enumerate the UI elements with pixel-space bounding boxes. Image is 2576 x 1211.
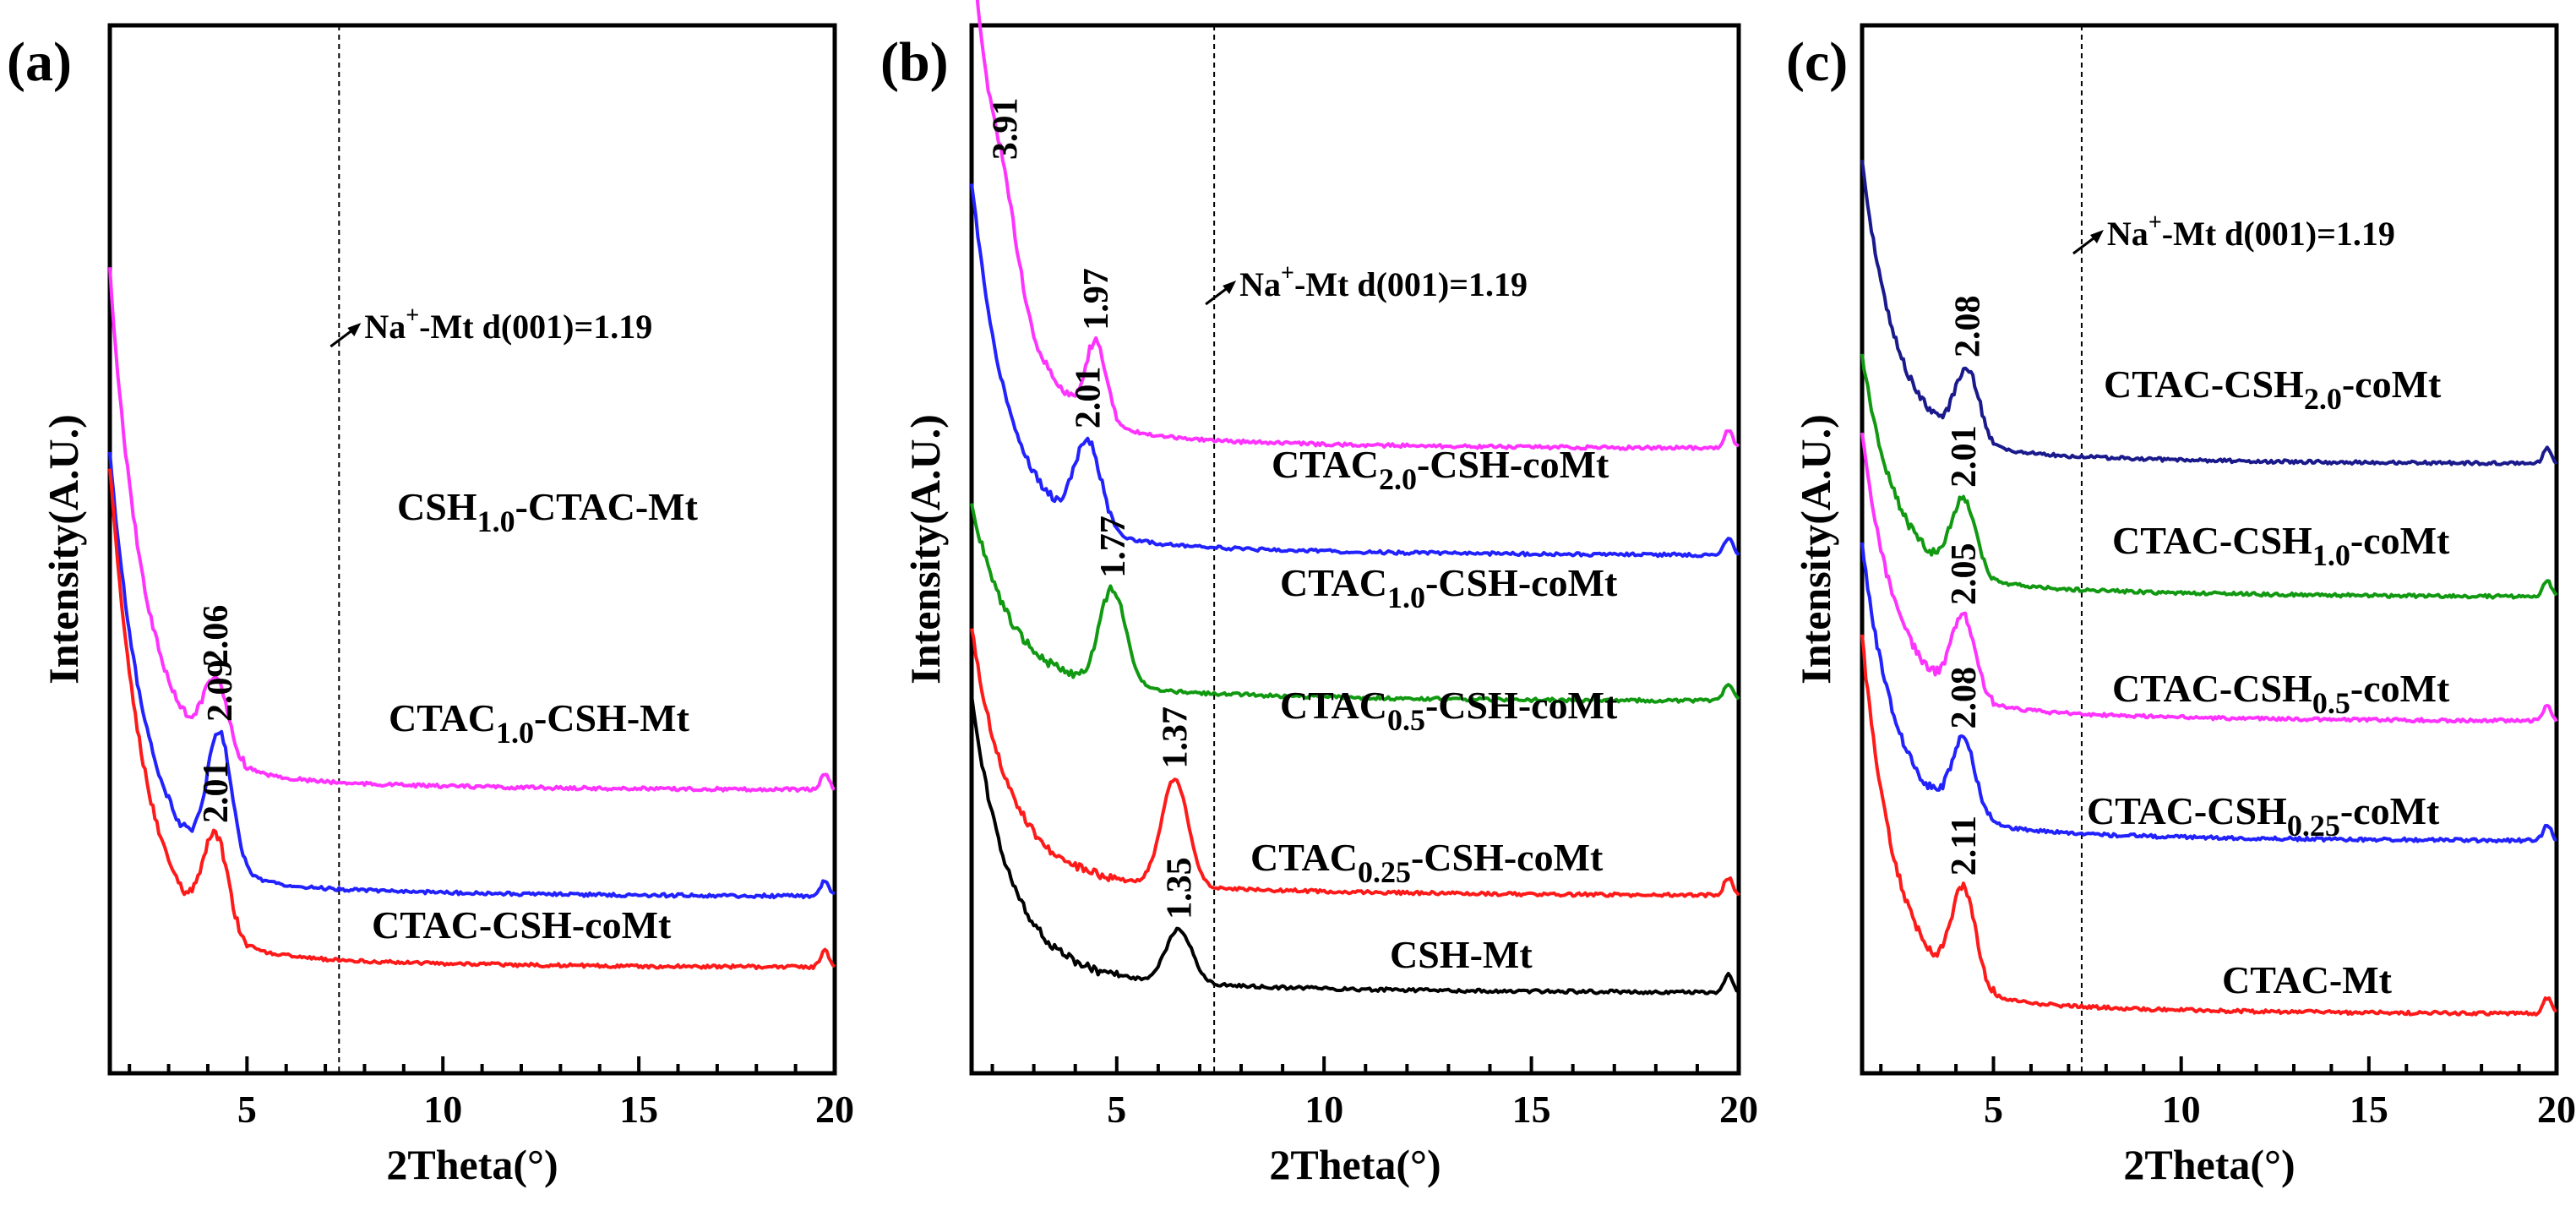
xrd-series-line: [1860, 159, 2558, 466]
series-label: CTAC0.5-CSH-coMt: [1280, 684, 1618, 737]
series-label: CTAC1.0-CSH-Mt: [389, 696, 690, 750]
x-tick-label: 10: [2162, 1088, 2201, 1131]
note-arrowhead: [2089, 230, 2104, 243]
panel-label: (c): [1786, 31, 1848, 93]
series-label: CTAC-CSH2.0-coMt: [2104, 363, 2442, 416]
peak-label: 1.37: [1156, 706, 1195, 769]
peak-label: 2.08: [1945, 667, 1984, 729]
peak-label: 2.08: [1948, 296, 1987, 358]
xrd-series-line: [970, 183, 1740, 559]
peak-label: 3.91: [986, 98, 1025, 161]
panel-a: (a) 5 10 15 20 2Theta(°) Intensity(A.U.) Na+-Mt…: [7, 23, 854, 1188]
x-tick-label: 20: [815, 1088, 854, 1131]
x-tick-label: 5: [1984, 1088, 2003, 1131]
panel-c: (c) 5 10 15 20 2Theta(°) Intensity(A.U.) Na+-Mt…: [1786, 23, 2576, 1188]
panel-label: (a): [7, 31, 72, 93]
x-tick-label: 5: [237, 1088, 257, 1131]
series-label: CTAC0.25-CSH-coMt: [1250, 836, 1604, 889]
panel-label: (b): [880, 31, 949, 93]
peak-label: 2.06: [197, 605, 236, 668]
x-tick-label: 15: [619, 1088, 658, 1131]
series-label: CSH-Mt: [1390, 933, 1533, 976]
series-label: CSH1.0-CTAC-Mt: [397, 485, 699, 538]
x-tick-label: 10: [423, 1088, 462, 1131]
series-label: CTAC-CSH0.25-coMt: [2087, 789, 2440, 843]
peak-label: 2.11: [1945, 816, 1984, 876]
series-label: CTAC2.0-CSH-coMt: [1272, 443, 1609, 496]
series-label: CTAC1.0-CSH-coMt: [1280, 561, 1618, 614]
series-label: CTAC-CSH-coMt: [372, 903, 672, 946]
x-tick-label: 15: [2350, 1088, 2388, 1131]
x-tick-label: 10: [1304, 1088, 1343, 1131]
panel-b: (b) 5 10 15 20 2Theta(°) Intensity(A.U.) Na+-Mt…: [880, 0, 1758, 1188]
peak-label: 2.01: [197, 761, 236, 823]
series-label: CTAC-Mt: [2222, 958, 2393, 1001]
xrd-series-line: [108, 451, 836, 900]
xrd-series-line: [1860, 634, 2557, 1017]
peak-label: 2.01: [1069, 367, 1108, 429]
peak-label: 1.97: [1077, 268, 1116, 330]
peak-label: 2.05: [1945, 543, 1984, 606]
reference-note: Na+-Mt d(001)=1.19: [364, 303, 652, 346]
plot-frame: [107, 23, 837, 1076]
xrd-series-line: [970, 695, 1740, 996]
note-arrowhead: [347, 323, 362, 336]
xrd-series-line: [970, 628, 1740, 898]
xrd-series-line: [1860, 353, 2558, 600]
y-axis-title: Intensity(A.U.): [40, 414, 87, 684]
series-label: CTAC-CSH0.5-coMt: [2112, 667, 2450, 720]
x-axis-title: 2Theta(°): [2123, 1141, 2295, 1188]
peak-label: 2.09: [201, 660, 240, 723]
y-axis-title: Intensity(A.U.): [901, 414, 949, 684]
peak-label: 1.35: [1160, 857, 1199, 919]
note-arrowhead: [1223, 281, 1237, 294]
plot-frame: [969, 23, 1741, 1076]
peak-label: 2.01: [1945, 425, 1984, 488]
x-tick-label: 15: [1512, 1088, 1551, 1131]
reference-note: Na+-Mt d(001)=1.19: [1239, 260, 1528, 303]
xrd-series-line: [108, 267, 836, 794]
x-axis-title: 2Theta(°): [1269, 1141, 1440, 1188]
x-axis-title: 2Theta(°): [386, 1141, 558, 1188]
peak-label: 1.77: [1094, 515, 1133, 578]
xrd-series-line: [1860, 432, 2558, 724]
x-tick-label: 20: [1719, 1088, 1758, 1131]
series-label: CTAC-CSH1.0-coMt: [2112, 519, 2450, 572]
x-tick-label: 20: [2537, 1088, 2576, 1131]
reference-note: Na+-Mt d(001)=1.19: [2107, 210, 2395, 253]
xrd-series-line: [975, 0, 1740, 451]
xrd-series-line: [108, 468, 836, 970]
xrd-series-line: [1860, 542, 2557, 844]
xrd-series-line: [970, 503, 1740, 704]
x-tick-label: 5: [1107, 1088, 1126, 1131]
y-axis-title: Intensity(A.U.): [1792, 414, 1839, 684]
